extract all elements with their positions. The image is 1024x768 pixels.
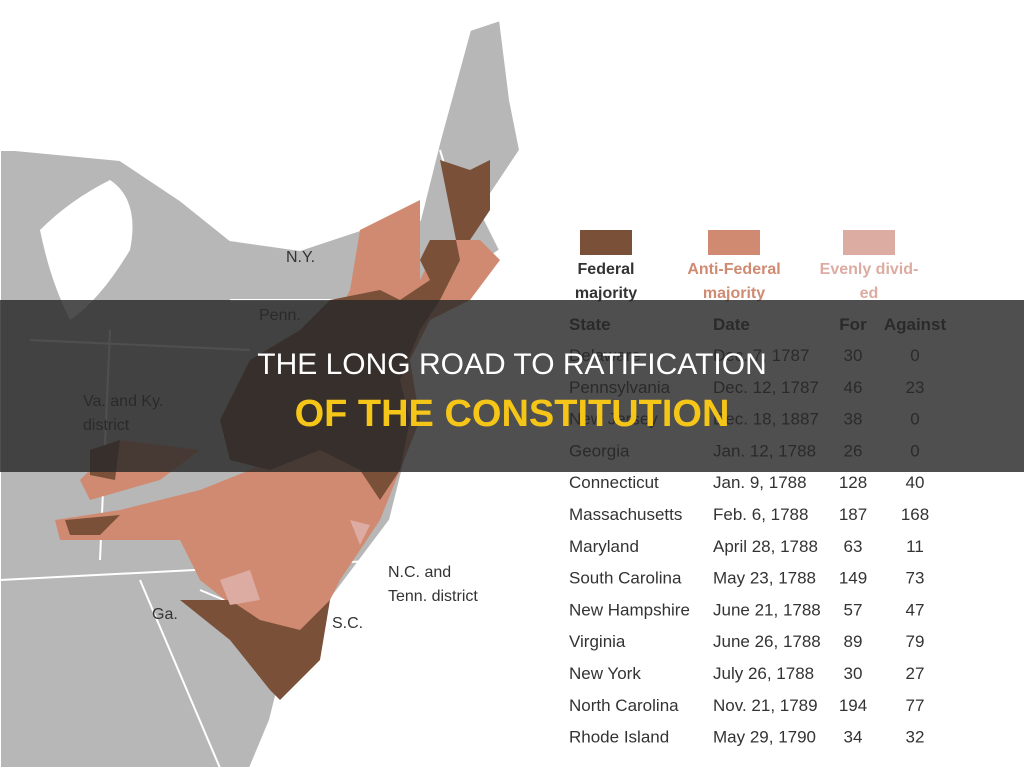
table-cell: 57 (844, 600, 863, 619)
legend-label: majority (575, 285, 637, 302)
table-cell: Maryland (569, 537, 639, 556)
overlay-title: OF THE CONSTITUTION (295, 393, 730, 435)
table-cell: June 21, 1788 (713, 600, 821, 619)
lake (40, 180, 133, 320)
legend-label: Anti-Federal (687, 261, 780, 278)
table-cell: New York (569, 664, 641, 683)
legend-swatch (843, 230, 895, 255)
map-label: S.C. (332, 615, 363, 632)
table-cell: 79 (906, 632, 925, 651)
table-cell: Massachusetts (569, 505, 682, 524)
table-cell: Nov. 21, 1789 (713, 696, 818, 715)
table-cell: 194 (839, 696, 867, 715)
legend-swatch (580, 230, 632, 255)
table-cell: 77 (906, 696, 925, 715)
table-cell: 89 (844, 632, 863, 651)
legend-label: majority (703, 285, 765, 302)
legend-label: Federal (578, 261, 635, 278)
table-cell: June 26, 1788 (713, 632, 821, 651)
table-cell: Rhode Island (569, 728, 669, 747)
map-label: N.Y. (286, 249, 315, 266)
table-cell: May 23, 1788 (713, 569, 816, 588)
table-cell: 168 (901, 505, 929, 524)
table-cell: May 29, 1790 (713, 728, 816, 747)
table-cell: 73 (906, 569, 925, 588)
table-cell: New Hampshire (569, 600, 690, 619)
table-cell: 30 (844, 664, 863, 683)
map-label: Ga. (152, 606, 178, 623)
table-cell: 47 (906, 600, 925, 619)
legend-label: ed (860, 285, 879, 302)
table-cell: Connecticut (569, 473, 659, 492)
overlay-title: THE LONG ROAD TO RATIFICATION (257, 348, 767, 381)
table-cell: 63 (844, 537, 863, 556)
map-label: Tenn. district (388, 588, 478, 605)
table-cell: 187 (839, 505, 867, 524)
legend-swatch (708, 230, 760, 255)
table-cell: 27 (906, 664, 925, 683)
table-cell: Jan. 9, 1788 (713, 473, 807, 492)
table-cell: 40 (906, 473, 925, 492)
table-cell: North Carolina (569, 696, 679, 715)
table-cell: Virginia (569, 632, 626, 651)
table-cell: 128 (839, 473, 867, 492)
table-cell: 11 (906, 537, 924, 556)
evenly-divided-area (220, 520, 370, 605)
overlay-band (0, 300, 1024, 472)
table-cell: Feb. 6, 1788 (713, 505, 808, 524)
table-cell: July 26, 1788 (713, 664, 814, 683)
legend-label: Evenly divid- (820, 261, 919, 278)
table-cell: 32 (906, 728, 925, 747)
table-cell: April 28, 1788 (713, 537, 818, 556)
map-label: N.C. and (388, 564, 451, 581)
table-cell: South Carolina (569, 569, 682, 588)
table-cell: 34 (844, 728, 863, 747)
table-cell: 149 (839, 569, 867, 588)
